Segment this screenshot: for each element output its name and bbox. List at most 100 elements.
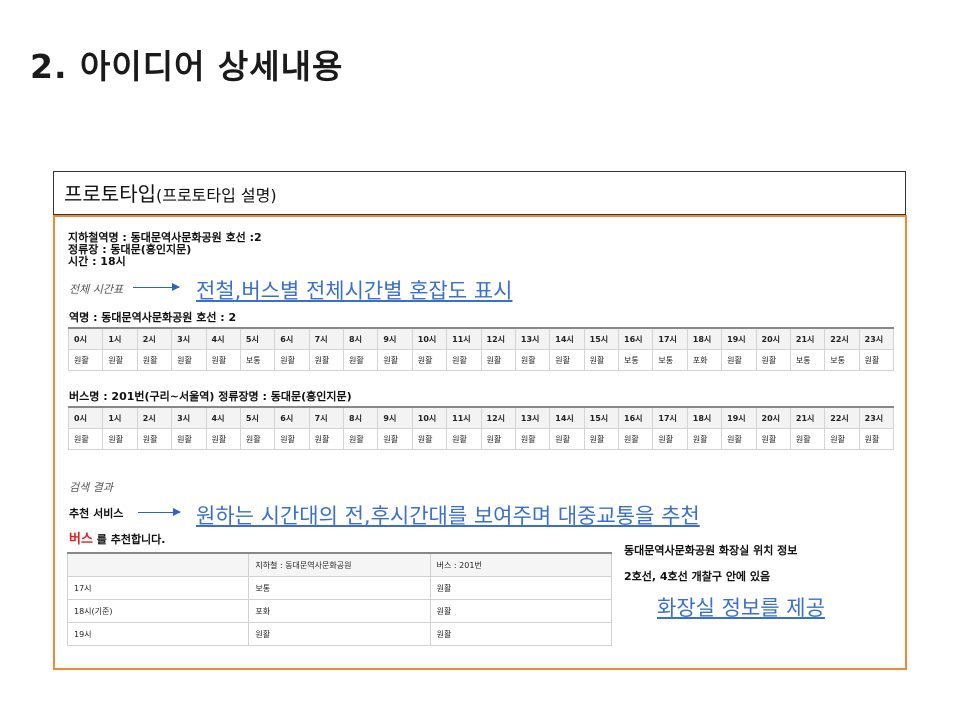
status-cell: 원활 (411, 428, 448, 450)
subway-status-row: 원활 원활 원활 원활 원활 보통 원활 원활 원활 원활 원활 원활 원활 원활 원활 원활 보통 보통 포화 원활… (67, 349, 895, 371)
recommendation-header-cell: 지하철 : 동대문역사문화공원 (248, 552, 431, 577)
status-cell: 원활 (514, 349, 551, 371)
status-cell: 원활 (755, 428, 791, 450)
hour-cell: 19시 (721, 406, 757, 429)
recommendation-cell: 18시(기준) (66, 599, 250, 623)
recommend-link[interactable]: 원하는 시간대의 전,후시간대를 보여주며 대중교통을 추천 (196, 504, 700, 528)
status-cell: 보통 (652, 349, 688, 371)
status-cell: 원활 (514, 428, 551, 450)
hour-cell: 17시 (652, 406, 688, 429)
subway-hours-row: 0시 1시 2시 3시 4시 5시 6시 7시 8시 9시 10시 11시 12시 13시 14시 15시 16… (67, 327, 895, 350)
status-cell: 원활 (274, 349, 310, 371)
bus-stop-info: 정류장 : 동대문(흥인지문) (68, 243, 192, 256)
hour-cell: 7시 (308, 406, 345, 429)
status-cell: 원활 (342, 349, 379, 371)
hour-cell: 23시 (858, 406, 895, 429)
status-cell: 원활 (721, 349, 757, 371)
hour-cell: 21시 (789, 327, 826, 350)
recommend-service-label: 추천 서비스 (69, 507, 124, 520)
hour-cell: 19시 (721, 327, 757, 350)
status-cell: 보통 (617, 349, 654, 371)
hour-cell: 5시 (239, 406, 276, 429)
status-cell: 보통 (239, 349, 276, 371)
status-cell: 포화 (686, 349, 723, 371)
bus-recommend-suffix: 를 추천합니다. (92, 533, 166, 546)
hour-cell: 4시 (205, 327, 241, 350)
recommendation-cell: 17시 (66, 576, 250, 600)
table-row: 17시 보통 원활 (66, 576, 613, 600)
status-cell: 원활 (858, 428, 895, 450)
prototype-panel: 지하철역명 : 동대문역사문화공원 호선 :2 정류장 : 동대문(흥인지문) … (53, 215, 907, 670)
hour-cell: 6시 (274, 327, 310, 350)
congestion-link[interactable]: 전철,버스별 전체시간별 혼잡도 표시 (196, 279, 513, 303)
hour-cell: 14시 (549, 406, 585, 429)
hour-cell: 2시 (136, 327, 173, 350)
hour-cell: 18시 (686, 406, 723, 429)
hour-cell: 0시 (67, 406, 104, 429)
prototype-label: 프로토타입(프로토타입 설명) (64, 178, 277, 207)
handwritten-total-schedule: 전체 시간표 (69, 283, 124, 296)
hour-cell: 20시 (755, 327, 791, 350)
handwritten-search-result: 검색 결과 (69, 481, 113, 494)
status-cell: 원활 (583, 428, 620, 450)
status-cell: 원활 (377, 428, 413, 450)
subway-table-label: 역명 : 동대문역사문화공원 호선 : 2 (69, 311, 237, 324)
status-cell: 원활 (446, 428, 482, 450)
status-cell: 원활 (583, 349, 620, 371)
status-cell: 원활 (171, 349, 207, 371)
recommendation-cell: 원활 (248, 622, 431, 646)
hour-cell: 16시 (617, 406, 654, 429)
hour-cell: 1시 (102, 406, 138, 429)
bus-word: 버스 (69, 532, 93, 547)
hour-cell: 15시 (583, 406, 620, 429)
bus-recommendation: 버스 를 추천합니다. (69, 528, 165, 547)
hour-cell: 10시 (411, 406, 448, 429)
hour-cell: 16시 (617, 327, 654, 350)
hour-cell: 17시 (652, 327, 688, 350)
hour-cell: 13시 (514, 406, 551, 429)
status-cell: 원활 (102, 349, 138, 371)
status-cell: 원활 (136, 349, 173, 371)
status-cell: 원활 (205, 349, 241, 371)
hour-cell: 11시 (446, 327, 482, 350)
arrow-congestion (133, 283, 180, 291)
hour-cell: 14시 (549, 327, 585, 350)
slide-title: 2. 아이디어 상세내용 (30, 47, 344, 86)
hour-cell: 18시 (686, 327, 723, 350)
status-cell: 원활 (411, 349, 448, 371)
bus-hours-row: 0시 1시 2시 3시 4시 5시 6시 7시 8시 9시 10시 11시 12시 13시 14시 15시 16… (67, 406, 895, 429)
hour-cell: 13시 (514, 327, 551, 350)
hour-cell: 21시 (789, 406, 826, 429)
hour-cell: 2시 (136, 406, 173, 429)
status-cell: 원활 (858, 349, 895, 371)
hour-cell: 22시 (824, 406, 860, 429)
status-cell: 원활 (308, 428, 345, 450)
status-cell: 보통 (789, 349, 826, 371)
status-cell: 원활 (377, 349, 413, 371)
hour-cell: 15시 (583, 327, 620, 350)
status-cell: 원활 (721, 428, 757, 450)
hour-cell: 20시 (755, 406, 791, 429)
table-row: 18시(기준) 포화 원활 (66, 599, 613, 623)
status-cell: 원활 (67, 428, 104, 450)
bus-congestion-table: 0시 1시 2시 3시 4시 5시 6시 7시 8시 9시 10시 11시 12시 13시 14시 15시 16… (67, 406, 895, 450)
status-cell: 원활 (342, 428, 379, 450)
recommendation-cell: 포화 (248, 599, 431, 623)
recommendation-header-cell: 버스 : 201번 (429, 552, 613, 577)
recommendation-cell: 원활 (429, 576, 613, 600)
time-info: 시간 : 18시 (68, 255, 126, 268)
toilet-link[interactable]: 화장실 정보를 제공 (657, 596, 825, 620)
recommendation-cell: 원활 (429, 622, 613, 646)
hour-cell: 6시 (274, 406, 310, 429)
status-cell: 원활 (136, 428, 173, 450)
recommendation-table: 지하철 : 동대문역사문화공원 버스 : 201번 17시 보통 원활 18시(기준) 포화… (66, 552, 613, 646)
status-cell: 원활 (549, 349, 585, 371)
toilet-info-title: 동대문역사문화공원 화장실 위치 정보 (624, 544, 798, 557)
status-cell: 원활 (549, 428, 585, 450)
status-cell: 원활 (205, 428, 241, 450)
status-cell: 원활 (308, 349, 345, 371)
status-cell: 원활 (789, 428, 826, 450)
recommendation-cell: 19시 (66, 622, 250, 646)
prototype-header-box: 프로토타입(프로토타입 설명) (53, 171, 906, 215)
hour-cell: 3시 (171, 406, 207, 429)
